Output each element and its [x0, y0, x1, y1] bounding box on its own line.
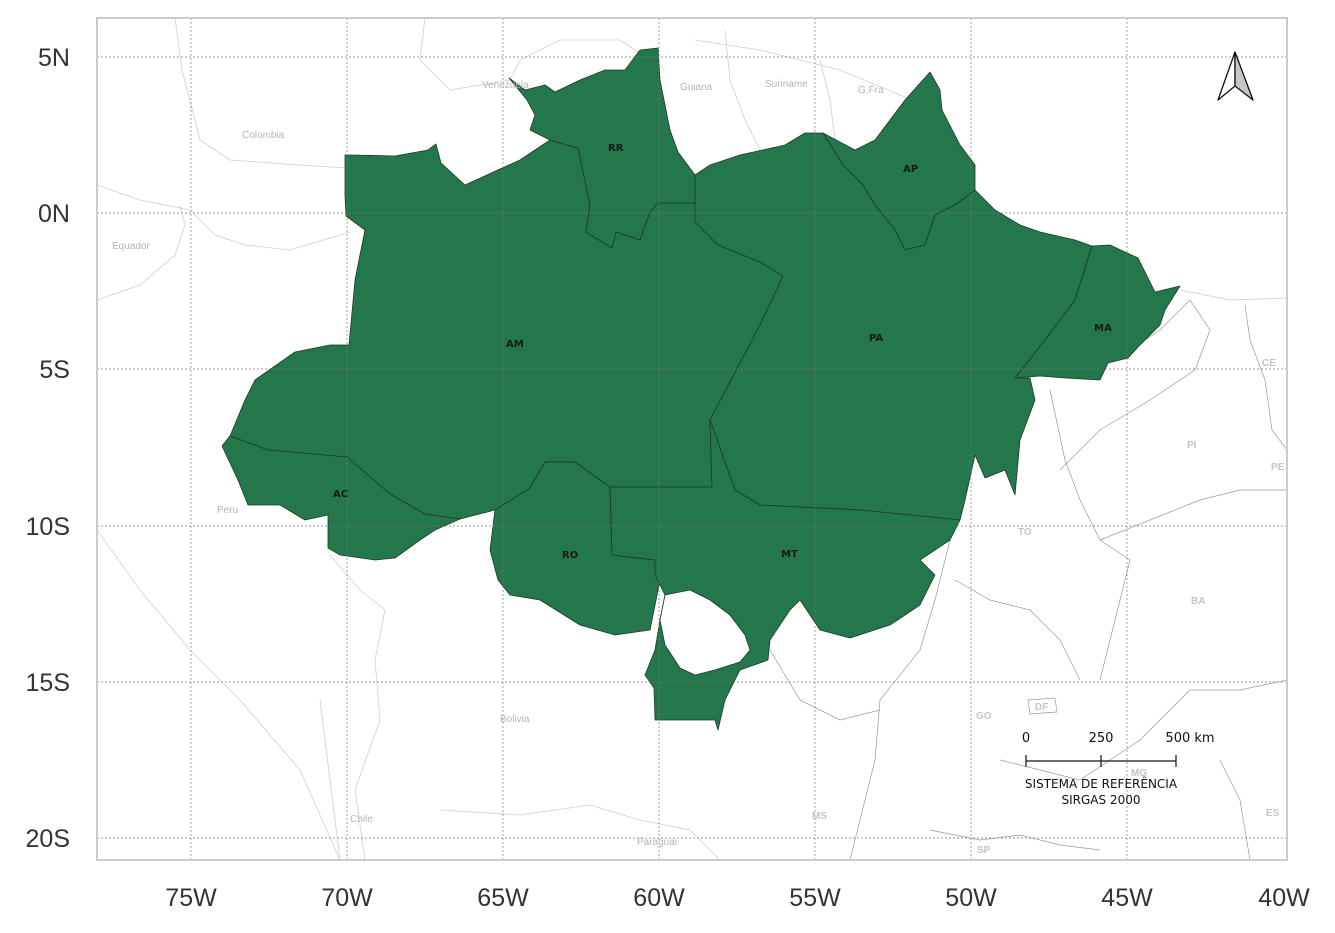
ext-state-label: DF	[1035, 702, 1048, 713]
peru-coast	[97, 529, 341, 860]
lat-tick-label: 15S	[26, 669, 70, 697]
pi-ce-border	[1244, 304, 1287, 451]
go-mg-border	[999, 679, 1287, 781]
country-labels: Colombia Venezuela Guiana Suriname G.Fra…	[112, 79, 884, 848]
lon-tick-label: 70W	[321, 884, 373, 912]
pi-ba-border	[1099, 489, 1287, 541]
guiana-suriname-border	[724, 29, 761, 151]
ext-state-label: PI	[1187, 440, 1197, 451]
north-arrow-icon	[1217, 51, 1254, 101]
lon-tick-label: 60W	[633, 884, 685, 912]
lon-tick-label: 45W	[1101, 884, 1153, 912]
ext-state-label: ES	[1266, 808, 1280, 819]
reference-system-label: SISTEMA DE REFERÊNCIA	[1025, 776, 1178, 791]
bolivia-south-border	[439, 804, 721, 860]
scale-bar: 0 250 500 km SISTEMA DE REFERÊNCIA SIRGA…	[1022, 731, 1215, 807]
bolivia-west-border	[329, 554, 386, 860]
lon-tick-label: 50W	[945, 884, 997, 912]
state-label-ap: AP	[903, 164, 918, 175]
ext-state-label: MS	[812, 811, 827, 822]
state-label-pa: PA	[869, 333, 883, 344]
ma-pi-border	[1059, 299, 1211, 471]
ext-state-label: SP	[977, 845, 991, 856]
lon-tick-label: 55W	[789, 884, 841, 912]
reference-datum-label: SIRGAS 2000	[1062, 793, 1141, 807]
lat-tick-label: 0N	[38, 200, 70, 228]
graticule	[97, 18, 1287, 860]
lon-tick-label: 65W	[477, 884, 529, 912]
longitude-axis: 75W 70W 65W 60W 55W 50W 45W 40W	[165, 884, 1310, 912]
lon-tick-label: 75W	[165, 884, 217, 912]
brazil-state-borders	[769, 299, 1287, 860]
state-ac	[221, 435, 461, 561]
ext-state-label: TO	[1018, 527, 1032, 538]
country-label: Equador	[112, 241, 150, 252]
df-outline	[1027, 697, 1058, 715]
to-go-border	[954, 579, 1081, 681]
country-label: Venezuela	[482, 80, 529, 91]
coast-north	[694, 39, 931, 111]
state-ma	[1014, 244, 1181, 381]
scale-tick-label: 250	[1089, 731, 1114, 746]
state-label-ma: MA	[1094, 323, 1112, 334]
north-arrow-left-half	[1217, 51, 1236, 101]
state-label-rr: RR	[608, 143, 624, 154]
state-label-am: AM	[506, 339, 524, 350]
chile-border	[319, 699, 341, 860]
lat-tick-label: 10S	[26, 513, 70, 541]
country-label: Suriname	[765, 79, 808, 90]
ext-state-label: PE	[1271, 462, 1285, 473]
to-ba-border	[1049, 389, 1131, 681]
ecuador-peru-border	[97, 204, 186, 301]
country-label: Guiana	[680, 82, 713, 93]
map-frame	[96, 17, 1288, 861]
state-label-ro: RO	[562, 550, 578, 561]
country-label: Bolivia	[500, 714, 530, 725]
state-labels: RR AP AM PA MA AC RO MT	[333, 143, 1112, 561]
neighbor-state-labels: CE PI PE TO BA GO DF MG MS SP ES	[812, 358, 1285, 856]
country-label: Chile	[350, 814, 373, 825]
colombia-border	[174, 18, 346, 169]
mt-ms-border	[769, 649, 881, 721]
suriname-gfra-border	[819, 59, 836, 141]
state-label-ac: AC	[333, 489, 348, 500]
mg-es-border	[1219, 759, 1251, 860]
colombia-ecuador-border	[97, 184, 351, 251]
lon-tick-label: 40W	[1258, 884, 1310, 912]
legal-amazon	[221, 47, 1181, 731]
north-arrow-right-half	[1234, 51, 1254, 101]
pantanal-gap	[659, 589, 751, 676]
ms-sp-border	[929, 829, 1101, 851]
lat-tick-label: 5S	[39, 356, 70, 384]
state-label-mt: MT	[781, 549, 798, 560]
ext-state-label: MG	[1131, 768, 1147, 779]
scale-tick-label: 0	[1022, 731, 1030, 746]
scale-tick-label: 500 km	[1165, 731, 1214, 746]
go-mt-border	[849, 539, 951, 860]
ne-coast	[1179, 289, 1287, 301]
state-ro	[489, 461, 661, 636]
lat-tick-label: 5N	[38, 44, 70, 72]
lat-tick-label: 20S	[26, 825, 70, 853]
latitude-axis: 5N 0N 5S 10S 15S 20S	[26, 44, 70, 853]
ext-state-label: CE	[1262, 358, 1276, 369]
ext-state-label: BA	[1191, 596, 1205, 607]
country-label: G.Fra	[858, 85, 884, 96]
ext-state-label: GO	[976, 711, 992, 722]
venezuela-guiana-border	[419, 18, 666, 91]
country-label: Colombia	[242, 130, 285, 141]
country-label: Paraguai	[637, 837, 677, 848]
country-label: Peru	[217, 505, 238, 516]
background-borders	[97, 18, 1287, 860]
